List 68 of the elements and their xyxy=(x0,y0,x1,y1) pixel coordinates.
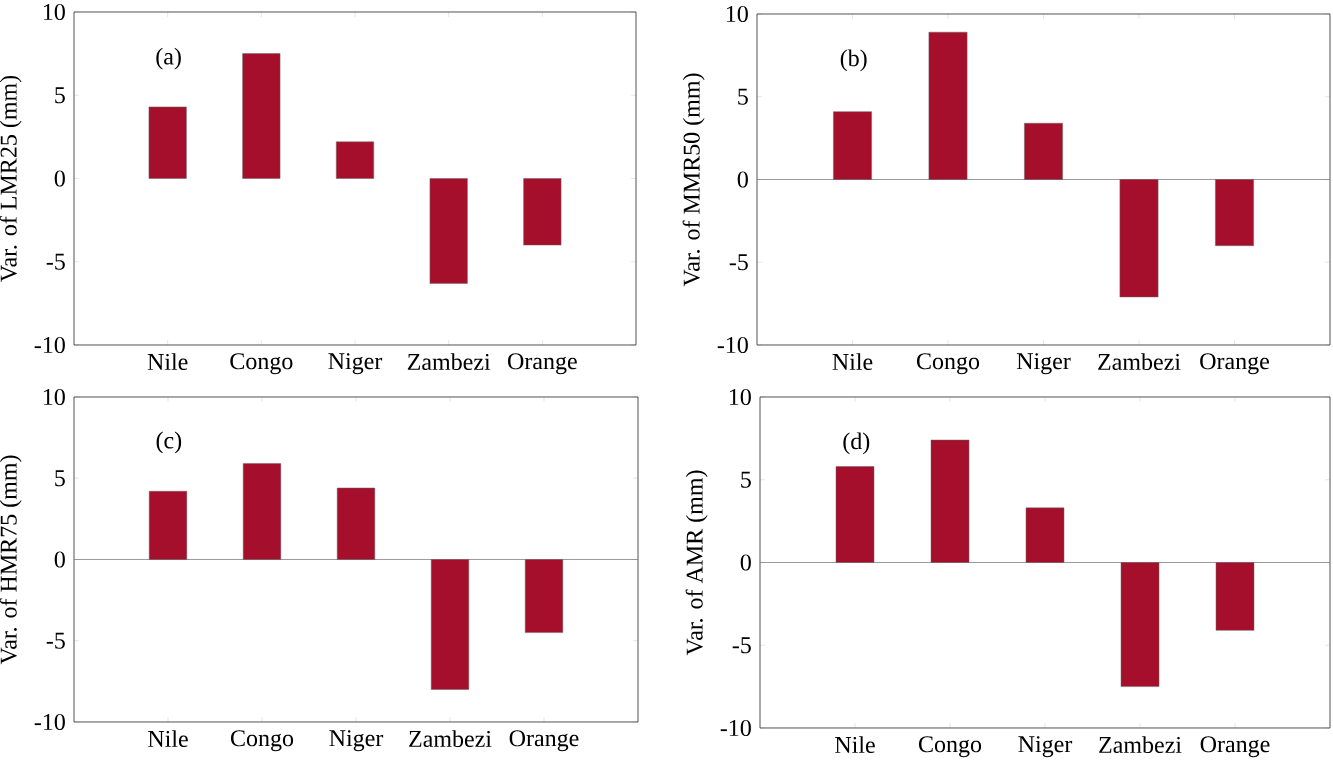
x-tick-label: Niger xyxy=(1018,736,1073,758)
y-tick-label: -5 xyxy=(46,253,65,270)
y-tick-label: -5 xyxy=(729,254,748,271)
bar xyxy=(242,463,282,560)
bar xyxy=(1119,179,1159,298)
y-tick-label: 0 xyxy=(54,170,65,187)
bar xyxy=(148,106,187,179)
bar xyxy=(1025,507,1065,563)
x-tick-label: Nile xyxy=(832,353,873,371)
y-tick-label: 10 xyxy=(726,5,748,23)
annotation: (d) xyxy=(843,432,870,455)
bar xyxy=(928,31,968,180)
x-tick-label: Congo xyxy=(918,736,982,758)
x-tick-label: Orange xyxy=(1200,736,1270,758)
bar xyxy=(1120,562,1160,687)
y-tick-label: 5 xyxy=(55,470,65,487)
y-tick-label: -10 xyxy=(720,719,751,737)
bar xyxy=(835,466,875,563)
y-axis-title: Var. of MMR50 (mm) xyxy=(682,73,705,287)
x-tick-label: Congo xyxy=(230,730,294,752)
bar xyxy=(1215,179,1254,246)
y-tick-label: 5 xyxy=(738,88,748,105)
bar xyxy=(242,53,281,179)
y-tick-label: 10 xyxy=(43,3,65,21)
y-tick-label: 5 xyxy=(741,471,751,488)
x-tick-label: Orange xyxy=(1200,353,1269,375)
x-tick-label: Nile xyxy=(835,736,875,754)
y-tick-label: -10 xyxy=(34,713,65,731)
annotation: (c) xyxy=(156,431,182,454)
annotation: (b) xyxy=(840,49,867,72)
bar xyxy=(336,487,376,560)
bar xyxy=(1215,562,1255,631)
x-tick-label: Zambezi xyxy=(409,730,492,748)
x-tick-label: Congo xyxy=(916,353,980,375)
y-tick-label: 0 xyxy=(740,554,751,571)
bar xyxy=(930,439,970,563)
y-axis-title: Var. of HMR75 (mm) xyxy=(0,455,22,665)
y-tick-label: 10 xyxy=(729,388,751,406)
x-tick-label: Nile xyxy=(147,353,188,371)
bar xyxy=(148,490,188,560)
bar xyxy=(524,559,564,633)
y-axis-title: Var. of AMR (mm) xyxy=(685,470,708,656)
bar xyxy=(833,111,872,180)
y-axis-title: Var. of LMR25 (mm) xyxy=(0,75,22,282)
y-tick-label: 0 xyxy=(54,551,65,568)
y-tick-label: -10 xyxy=(717,336,748,354)
bar xyxy=(430,559,470,690)
y-tick-label: 10 xyxy=(43,388,65,406)
x-tick-label: Congo xyxy=(230,353,293,375)
x-tick-label: Orange xyxy=(508,353,577,375)
x-tick-label: Zambezi xyxy=(407,353,491,371)
x-tick-label: Zambezi xyxy=(1098,353,1181,371)
x-tick-label: Niger xyxy=(328,353,383,375)
y-tick-label: 5 xyxy=(55,87,65,104)
bar xyxy=(429,178,468,284)
y-tick-label: -5 xyxy=(732,637,751,654)
x-tick-label: Niger xyxy=(1016,353,1071,375)
x-tick-label: Zambezi xyxy=(1099,736,1182,754)
annotation: (a) xyxy=(156,47,181,70)
y-tick-label: -10 xyxy=(34,336,65,354)
y-tick-label: 0 xyxy=(737,171,748,188)
x-tick-label: Orange xyxy=(509,730,579,752)
bar xyxy=(523,178,562,246)
x-tick-label: Niger xyxy=(329,730,384,752)
bar xyxy=(1024,122,1063,180)
x-tick-label: Nile xyxy=(148,730,188,748)
y-tick-label: -5 xyxy=(46,632,65,649)
bar xyxy=(336,141,374,179)
